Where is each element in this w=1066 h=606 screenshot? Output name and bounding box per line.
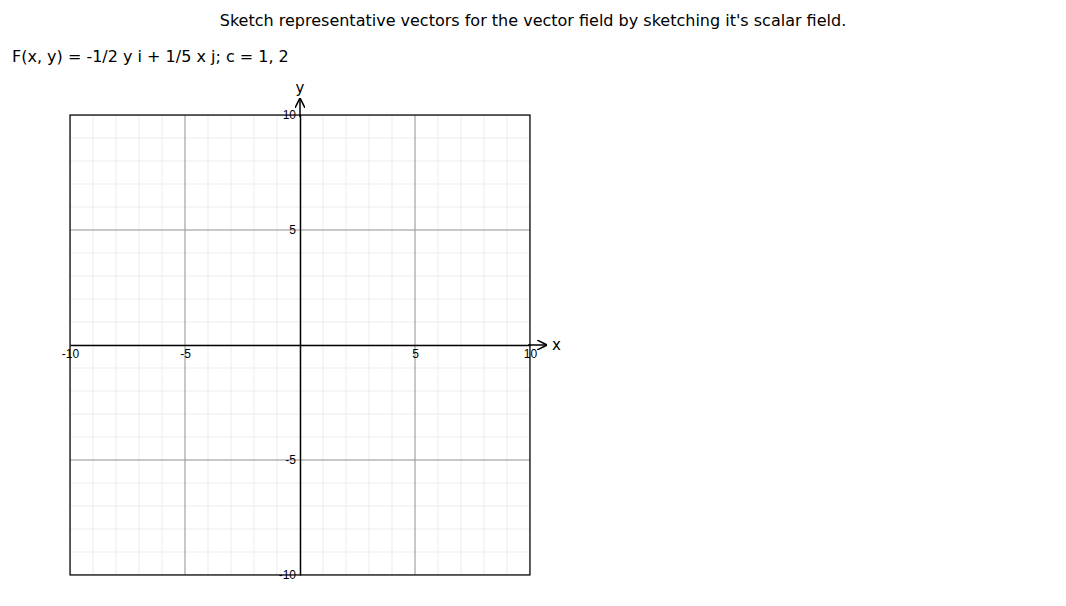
x-tick-label: -5 [180, 347, 191, 361]
title: Sketch representative vectors for the ve… [220, 11, 846, 30]
x-tick: -10 [62, 345, 80, 361]
x-axis-arrow [528, 344, 546, 346]
chart: Sketch representative vectors for the ve… [0, 0, 1066, 606]
x-tick: 10 [524, 345, 538, 361]
y-tick: -10 [279, 568, 300, 582]
x-tick: -5 [180, 345, 191, 361]
x-tick-label: -10 [62, 347, 80, 361]
y-tick-label: -10 [279, 568, 297, 582]
y-tick: 10 [283, 108, 300, 122]
x-axis-label: x [552, 336, 561, 354]
y-axis-arrow [299, 99, 301, 117]
grid [70, 115, 530, 575]
x-tick: 5 [412, 345, 419, 361]
y-axis-line [300, 116, 302, 576]
y-tick: -5 [285, 453, 300, 467]
annotation: F(x, y) = -1/2 y i + 1/5 x j; c = 1, 2 [12, 47, 289, 66]
x-tick-label: 5 [412, 347, 419, 361]
plot-area: -10 -5 5 10 -10 -5 5 10 x y [62, 79, 561, 582]
y-axis-label: y [296, 79, 305, 97]
x-tick-label: 10 [524, 347, 538, 361]
y-tick: 5 [289, 223, 300, 237]
y-axis: -10 -5 5 10 [279, 108, 301, 582]
y-tick-label: 5 [289, 223, 296, 237]
y-tick-label: 10 [283, 108, 297, 122]
x-axis: -10 -5 5 10 [62, 345, 538, 361]
y-tick-label: -5 [285, 453, 296, 467]
plot-frame [70, 115, 530, 575]
